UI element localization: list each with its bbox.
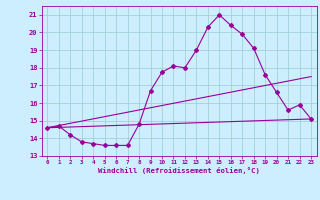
X-axis label: Windchill (Refroidissement éolien,°C): Windchill (Refroidissement éolien,°C) [98, 167, 260, 174]
